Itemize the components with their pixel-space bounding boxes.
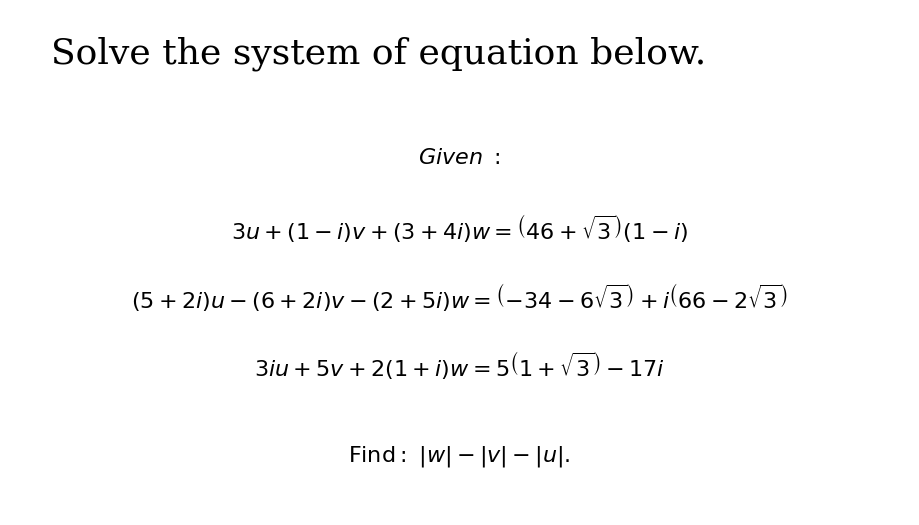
Text: $\mathrm{Find:}\ |w| - |v| - |u|.$: $\mathrm{Find:}\ |w| - |v| - |u|.$ — [348, 444, 571, 469]
Text: Solve the system of equation below.: Solve the system of equation below. — [51, 37, 706, 71]
Text: $\mathit{Given}\ :$: $\mathit{Given}\ :$ — [418, 148, 501, 167]
Text: $3iu + 5v + 2(1+i)w = 5\left(1+\sqrt{3}\right) - 17i$: $3iu + 5v + 2(1+i)w = 5\left(1+\sqrt{3}\… — [254, 349, 665, 381]
Text: $(5+2i)u - (6+2i)v - (2+5i)w = \left(-34-6\sqrt{3}\right) + i\left(66-2\sqrt{3}\: $(5+2i)u - (6+2i)v - (2+5i)w = \left(-34… — [131, 281, 788, 312]
Text: $3u + (1-i)v + (3+4i)w = \left(46 + \sqrt{3}\right)(1-i)$: $3u + (1-i)v + (3+4i)w = \left(46 + \sqr… — [231, 213, 688, 244]
